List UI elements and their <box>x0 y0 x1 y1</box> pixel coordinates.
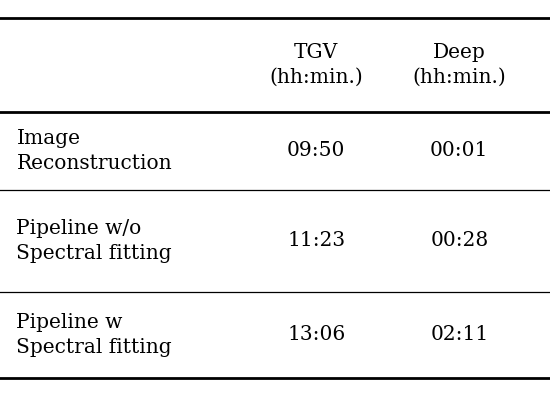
Text: 09:50: 09:50 <box>287 142 345 160</box>
Text: 02:11: 02:11 <box>430 326 488 344</box>
Text: 00:01: 00:01 <box>430 142 488 160</box>
Text: 11:23: 11:23 <box>287 232 345 250</box>
Text: Image
Reconstruction: Image Reconstruction <box>16 129 172 173</box>
Text: Pipeline w/o
Spectral fitting: Pipeline w/o Spectral fitting <box>16 219 172 263</box>
Text: TGV
(hh:min.): TGV (hh:min.) <box>270 43 363 87</box>
Text: 13:06: 13:06 <box>287 326 345 344</box>
Text: Pipeline w
Spectral fitting: Pipeline w Spectral fitting <box>16 313 172 357</box>
Text: 00:28: 00:28 <box>430 232 488 250</box>
Text: Deep
(hh:min.): Deep (hh:min.) <box>412 43 506 87</box>
